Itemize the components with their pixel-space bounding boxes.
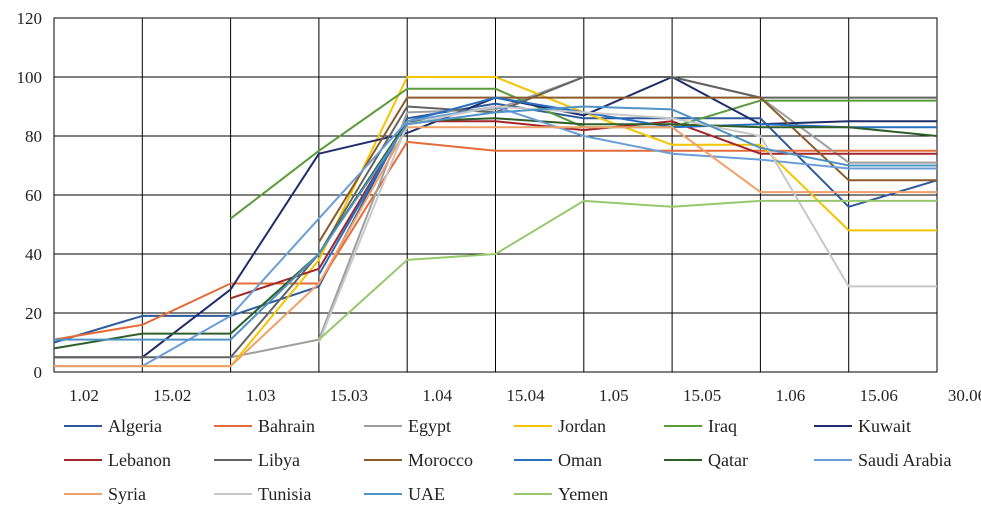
y-tick-label: 80 — [25, 127, 42, 146]
series-line-algeria — [53, 102, 938, 344]
legend-label: Yemen — [558, 484, 608, 504]
legend-label: Tunisia — [258, 484, 311, 504]
series-line-bahrain — [53, 140, 937, 341]
legend-item-iraq: Iraq — [664, 416, 737, 436]
legend-label: Morocco — [408, 450, 473, 470]
legend-item-qatar: Qatar — [664, 450, 748, 470]
y-tick-label: 120 — [17, 9, 43, 28]
legend-item-libya: Libya — [214, 450, 300, 470]
series-line-uae — [54, 105, 937, 341]
legend-label: Egypt — [408, 416, 451, 436]
legend-label: Saudi Arabia — [858, 450, 951, 470]
series-line-syria — [54, 126, 937, 368]
legend-label: Kuwait — [858, 416, 911, 436]
x-axis-ticks: 1.02 15.02 1.03 15.03 1.04 15.04 1.05 15.05 1.06… — [69, 386, 981, 405]
legend-label: Jordan — [558, 416, 606, 436]
legend-label: Libya — [258, 450, 300, 470]
x-tick-label: 1.05 — [599, 386, 629, 405]
y-tick-label: 20 — [25, 304, 42, 323]
x-tick-label: 15.03 — [330, 386, 368, 405]
legend-item-uae: UAE — [364, 484, 445, 504]
legend-label: Lebanon — [108, 450, 171, 470]
legend-item-morocco: Morocco — [364, 450, 473, 470]
legend-item-lebanon: Lebanon — [64, 450, 171, 470]
y-tick-label: 0 — [34, 363, 43, 382]
chart-legend: Algeria Bahrain Egypt Jordan Iraq Kuwait Leban… — [64, 416, 951, 504]
x-tick-label: 15.02 — [153, 386, 191, 405]
y-tick-label: 100 — [17, 68, 43, 87]
legend-item-algeria: Algeria — [64, 416, 162, 436]
legend-item-tunisia: Tunisia — [214, 484, 311, 504]
x-tick-label: 15.06 — [860, 386, 898, 405]
series-line-yemen — [318, 199, 937, 341]
x-tick-label: 15.05 — [683, 386, 721, 405]
legend-item-kuwait: Kuwait — [814, 416, 911, 436]
legend-item-bahrain: Bahrain — [214, 416, 315, 436]
legend-item-oman: Oman — [514, 450, 602, 470]
x-tick-label: 1.03 — [246, 386, 276, 405]
legend-label: Syria — [108, 484, 146, 504]
legend-label: Iraq — [708, 416, 737, 436]
legend-item-yemen: Yemen — [514, 484, 608, 504]
legend-item-jordan: Jordan — [514, 416, 606, 436]
x-tick-label: 15.04 — [506, 386, 545, 405]
legend-item-egypt: Egypt — [364, 416, 451, 436]
x-tick-label: 1.02 — [69, 386, 99, 405]
legend-label: Qatar — [708, 450, 748, 470]
x-tick-label: 1.06 — [776, 386, 806, 405]
y-axis-ticks: 0 20 40 60 80 100 120 — [17, 9, 43, 382]
legend-item-saudi-arabia: Saudi Arabia — [814, 450, 951, 470]
y-tick-label: 60 — [25, 186, 42, 205]
legend-item-syria: Syria — [64, 484, 146, 504]
legend-label: Oman — [558, 450, 602, 470]
legend-label: UAE — [408, 484, 445, 504]
x-tick-label: 30.06 — [948, 386, 981, 405]
legend-label: Algeria — [108, 416, 162, 436]
legend-label: Bahrain — [258, 416, 315, 436]
x-tick-label: 1.04 — [422, 386, 452, 405]
chart-series-lines — [53, 76, 938, 368]
chart-grid — [53, 17, 938, 373]
y-tick-label: 40 — [25, 245, 42, 264]
